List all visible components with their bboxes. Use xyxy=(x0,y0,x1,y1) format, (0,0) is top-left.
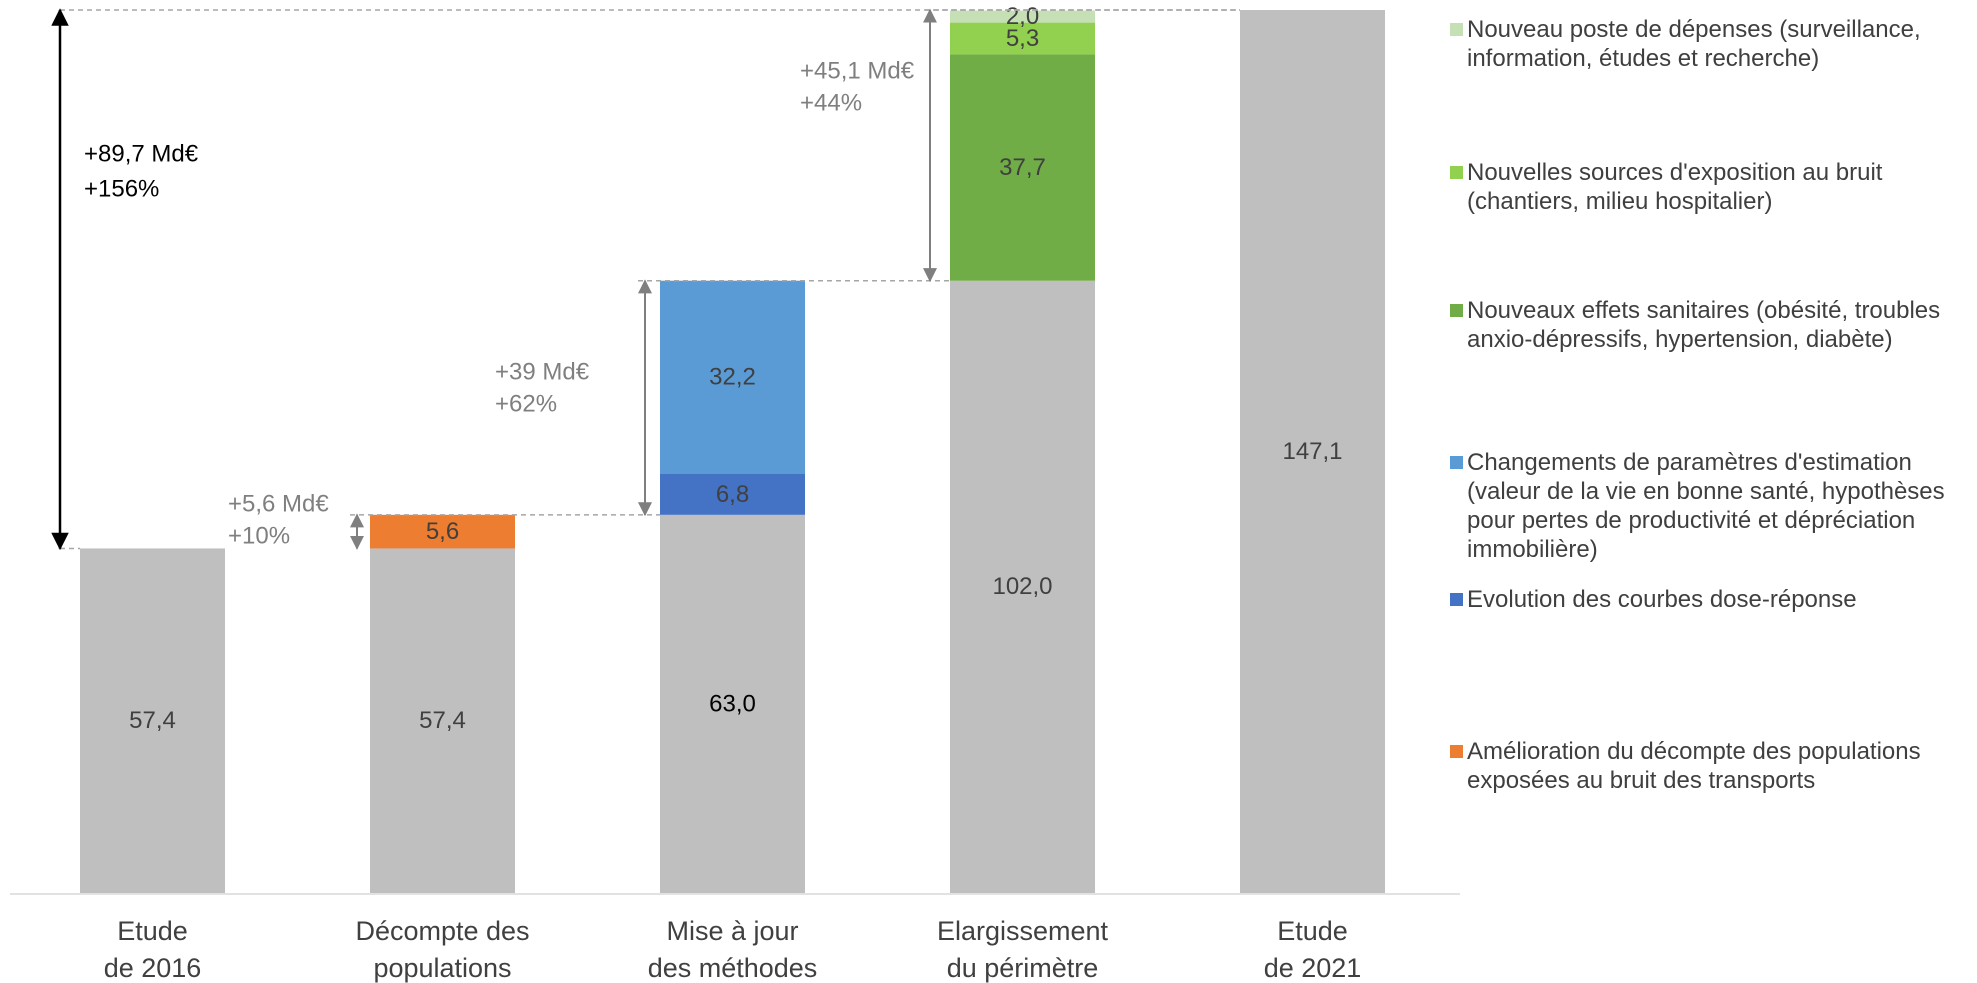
bar-elargissement-du-perimetre-nouvelles-sources-d-exposition-au-bruit-chantiers-milieu-hospitalier xyxy=(950,22,1095,55)
data-label-etude-de-2016-base: 57,4 xyxy=(129,707,176,734)
legend-label: Nouveau poste de dépenses (surveillance,… xyxy=(1467,16,1921,72)
x-tick-label-etude-de-2016-1: Etude xyxy=(117,916,188,946)
bar-elargissement-du-perimetre-nouveau-poste-de-depenses-surveillance-information-etudes-et-recherche xyxy=(950,10,1095,23)
bar-decompte-des-populations-base xyxy=(370,548,515,893)
annotation-perimetre-1: +45,1 Md€ xyxy=(800,57,915,84)
bar-elargissement-du-perimetre-nouveaux-effets-sanitaires-obesite-troubles-anxio-depressifs-hypertension-diabete xyxy=(950,54,1095,281)
bar-mise-a-jour-des-methodes-evolution-des-courbes-dose-reponse xyxy=(660,474,805,515)
annotation-total-1: +89,7 Md€ xyxy=(84,140,199,167)
x-tick-label-decompte-des-populations-2: populations xyxy=(373,953,511,983)
annotation-decompte-1: +5,6 Md€ xyxy=(228,490,329,517)
legend-label: Changements de paramètres d'estimation (… xyxy=(1467,449,1945,563)
data-label-elargissement-du-perimetre-nouvelles-sources-d-exposition-au-bruit-chantiers-milieu-hospitalier: 5,3 xyxy=(1006,25,1039,52)
data-label-mise-a-jour-des-methodes-changements-de-parametres-d-estimation-valeur-de-la-vie-en-bonne-sante-hypotheses-pour-pertes-de-productivite-et-depreciation-immobiliere: 32,2 xyxy=(709,364,756,391)
legend-swatch xyxy=(1450,745,1463,758)
annotation-methodes-2: +62% xyxy=(495,390,557,417)
annotation-decompte-2: +10% xyxy=(228,522,290,549)
bar-mise-a-jour-des-methodes-base xyxy=(660,514,805,893)
x-tick-label-elargissement-du-perimetre-2: du périmètre xyxy=(947,953,1099,983)
bar-mise-a-jour-des-methodes-changements-de-parametres-d-estimation-valeur-de-la-vie-en-bonne-sante-hypotheses-pour-pertes-de-productivite-et-depreciation-immobiliere xyxy=(660,280,805,475)
legend-label: Nouvelles sources d'exposition au bruit … xyxy=(1467,159,1883,215)
annotation-perimetre-2: +44% xyxy=(800,89,862,116)
annotation-total-2: +156% xyxy=(84,175,159,202)
bar-etude-de-2021-base xyxy=(1240,10,1385,893)
x-tick-label-etude-de-2016-2: de 2016 xyxy=(104,953,202,983)
legend-swatch xyxy=(1450,456,1463,469)
x-tick-label-decompte-des-populations-1: Décompte des xyxy=(355,916,529,946)
data-label-elargissement-du-perimetre-nouveaux-effets-sanitaires-obesite-troubles-anxio-depressifs-hypertension-diabete: 37,7 xyxy=(999,154,1046,181)
legend-swatch xyxy=(1450,166,1463,179)
data-label-elargissement-du-perimetre-base: 102,0 xyxy=(992,573,1052,600)
legend-label: Amélioration du décompte des populations… xyxy=(1467,738,1921,794)
bar-decompte-des-populations-amelioration-du-decompte-des-populations-exposees-au-bruit-des-transports xyxy=(370,514,515,549)
bar-elargissement-du-perimetre-base xyxy=(950,280,1095,893)
data-label-etude-de-2021-base: 147,1 xyxy=(1282,438,1342,465)
legend-label: Evolution des courbes dose-réponse xyxy=(1467,586,1857,613)
legend-label: Nouveaux effets sanitaires (obésité, tro… xyxy=(1467,297,1941,353)
data-label-mise-a-jour-des-methodes-evolution-des-courbes-dose-reponse: 6,8 xyxy=(716,481,749,508)
x-tick-label-mise-a-jour-des-methodes-1: Mise à jour xyxy=(666,916,798,946)
legend-item: Evolution des courbes dose-réponse xyxy=(1450,585,1967,614)
x-tick-label-mise-a-jour-des-methodes-2: des méthodes xyxy=(648,953,818,983)
legend-item: Changements de paramètres d'estimation (… xyxy=(1450,448,1967,564)
data-label-mise-a-jour-des-methodes-base: 63,0 xyxy=(709,690,756,717)
legend-item: Nouveaux effets sanitaires (obésité, tro… xyxy=(1450,296,1967,354)
data-label-decompte-des-populations-amelioration-du-decompte-des-populations-exposees-au-bruit-des-transports: 5,6 xyxy=(426,518,459,545)
data-label-decompte-des-populations-base: 57,4 xyxy=(419,707,466,734)
waterfall-chart: 57,4 57,4 63,0 102,0 147,1 5,6 6,8 32,2 37,7 5,32… xyxy=(10,3,1460,983)
legend-item: Nouveau poste de dépenses (surveillance,… xyxy=(1450,15,1967,73)
data-label-elargissement-du-perimetre-nouveau-poste-de-depenses-surveillance-information-etudes-et-recherche: 2,0 xyxy=(1006,3,1039,30)
legend-swatch xyxy=(1450,23,1463,36)
x-tick-label-etude-de-2021-1: Etude xyxy=(1277,916,1348,946)
bar-etude-de-2016-base xyxy=(80,548,225,893)
x-tick-label-elargissement-du-perimetre-1: Elargissement xyxy=(937,916,1109,946)
x-tick-label-etude-de-2021-2: de 2021 xyxy=(1264,953,1362,983)
legend-swatch xyxy=(1450,593,1463,606)
legend-item: Amélioration du décompte des populations… xyxy=(1450,737,1967,795)
legend-swatch xyxy=(1450,304,1463,317)
annotation-methodes-1: +39 Md€ xyxy=(495,358,590,385)
legend-item: Nouvelles sources d'exposition au bruit … xyxy=(1450,158,1967,216)
